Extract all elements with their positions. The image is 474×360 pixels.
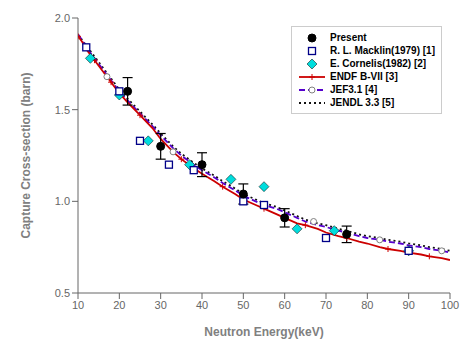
svg-text:20: 20 bbox=[113, 299, 125, 311]
svg-text:2.0: 2.0 bbox=[55, 12, 70, 24]
svg-text:10: 10 bbox=[72, 299, 84, 311]
svg-text:80: 80 bbox=[361, 299, 373, 311]
html-text:R. L. Macklin(1979) [1]: R. L. Macklin(1979) [1] bbox=[330, 45, 435, 56]
svg-text:60: 60 bbox=[279, 299, 291, 311]
html-text:ENDF B-VII [3]: ENDF B-VII [3] bbox=[330, 71, 398, 82]
svg-text:0.5: 0.5 bbox=[55, 287, 70, 299]
svg-text:40: 40 bbox=[196, 299, 208, 311]
html-text:JEF3.1 [4]: JEF3.1 [4] bbox=[330, 84, 378, 95]
html-text:JENDL 3.3 [5]: JENDL 3.3 [5] bbox=[330, 97, 395, 108]
svg-text:30: 30 bbox=[155, 299, 167, 311]
svg-text:100: 100 bbox=[441, 299, 459, 311]
svg-text:1.5: 1.5 bbox=[55, 104, 70, 116]
svg-text:1.0: 1.0 bbox=[55, 195, 70, 207]
html-text:Present: Present bbox=[330, 32, 367, 43]
svg-text:70: 70 bbox=[320, 299, 332, 311]
svg-text:50: 50 bbox=[237, 299, 249, 311]
html-text:E. Cornelis(1982) [2]: E. Cornelis(1982) [2] bbox=[330, 58, 427, 69]
svg-text:Neutron Energy(keV): Neutron Energy(keV) bbox=[204, 325, 323, 339]
svg-text:90: 90 bbox=[403, 299, 415, 311]
svg-text:Capture Cross-section (barn): Capture Cross-section (barn) bbox=[19, 72, 33, 238]
